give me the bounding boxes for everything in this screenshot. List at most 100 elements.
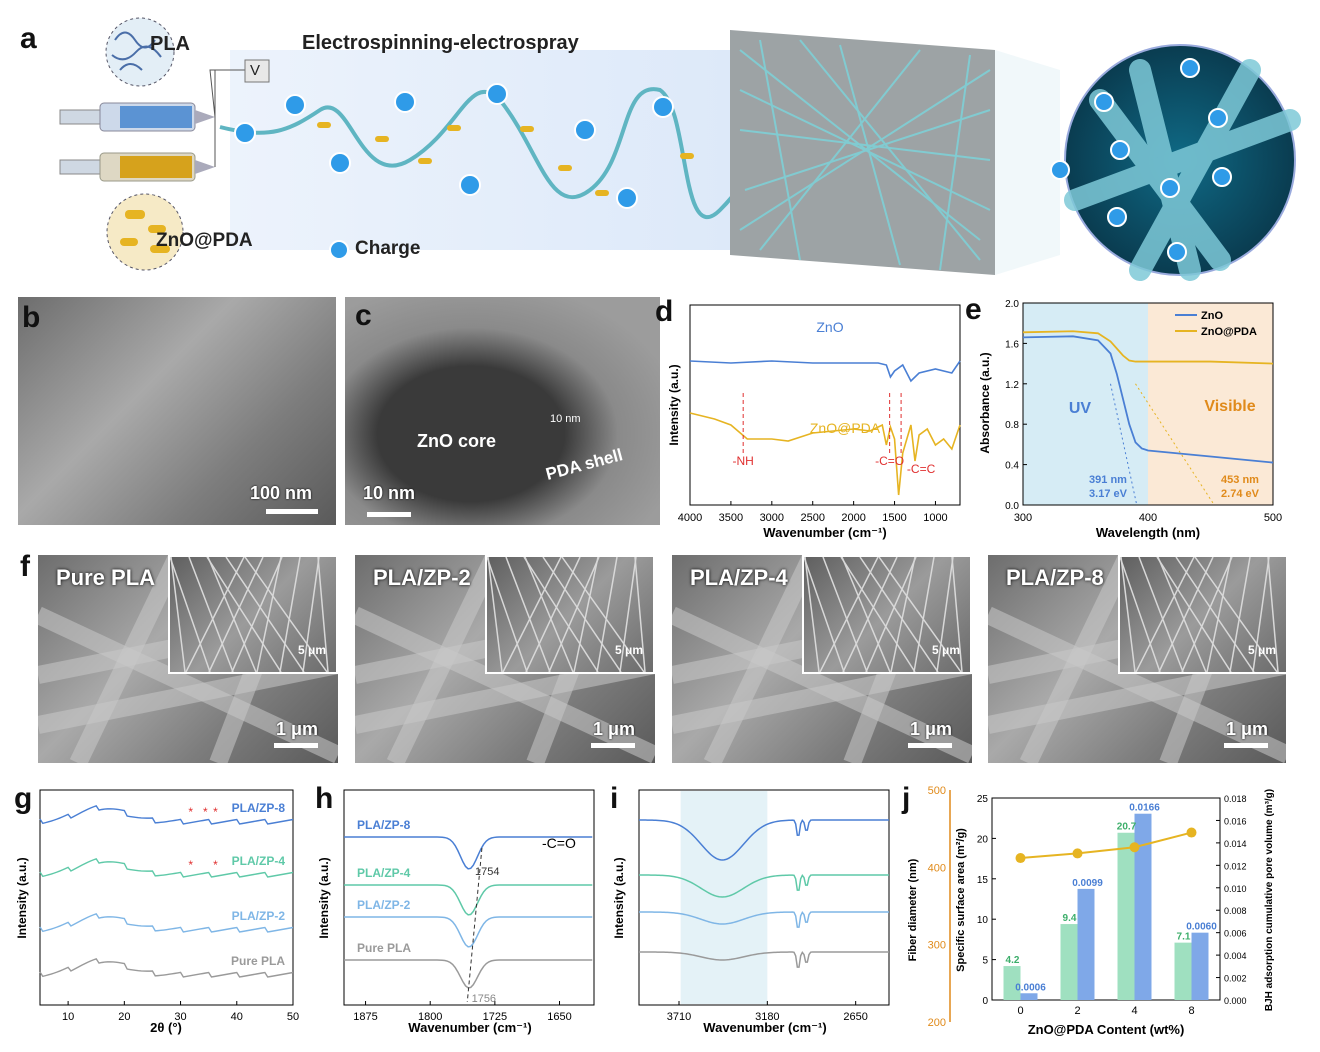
inset-fiber bbox=[1267, 557, 1279, 672]
y-tick-label: 1.6 bbox=[1005, 339, 1019, 350]
x-tick-label: 20 bbox=[118, 1011, 130, 1023]
pla-label: PLA bbox=[150, 33, 190, 55]
inset-fiber bbox=[1120, 557, 1161, 672]
inset-fiber bbox=[819, 557, 879, 672]
panel-letter-f: f bbox=[20, 550, 30, 583]
inset-fiber bbox=[279, 557, 301, 672]
fiber bbox=[355, 656, 655, 734]
inset-fiber bbox=[524, 557, 574, 672]
y-axis-label: Intensity (a.u.) bbox=[612, 857, 626, 938]
outer-tick-label: 500 bbox=[928, 785, 946, 797]
inset-fiber bbox=[634, 557, 646, 672]
inset-fiber bbox=[822, 557, 868, 672]
charge-label: Charge bbox=[355, 238, 421, 259]
series-label: PLA/ZP-4 bbox=[357, 866, 411, 880]
x-tick-label: 1875 bbox=[353, 1011, 377, 1023]
sem-image-f-4: PLA/ZP-8 5 μm 1 μm bbox=[988, 555, 1286, 763]
x-axis-label: Wavelength (nm) bbox=[1096, 525, 1200, 540]
scale-bar-b bbox=[266, 509, 318, 514]
inset-fiber bbox=[1252, 557, 1270, 672]
panel-letter-d: d bbox=[655, 295, 674, 328]
series-line bbox=[39, 913, 294, 933]
series-line bbox=[344, 836, 593, 870]
inset-fiber bbox=[1181, 557, 1233, 672]
inset-fiber bbox=[256, 557, 282, 672]
series-line-ZnO@PDA bbox=[689, 412, 961, 496]
bar-pore-volume bbox=[1077, 888, 1095, 1000]
x-tick-label: 1800 bbox=[418, 1011, 442, 1023]
data-label: 0.0006 bbox=[1015, 982, 1046, 993]
panel-letter-j: j bbox=[902, 782, 911, 815]
panel-letter-a: a bbox=[20, 22, 37, 55]
fiber-diameter-point bbox=[1129, 842, 1140, 853]
region-label: UV bbox=[1069, 400, 1092, 417]
panel-letter-c: c bbox=[355, 299, 372, 332]
y2-tick-label: 0.016 bbox=[1224, 816, 1247, 826]
inset-fiber bbox=[1157, 557, 1207, 672]
annotation-label: -C=C bbox=[907, 462, 936, 476]
series-label: Pure PLA bbox=[231, 954, 285, 968]
legend-label: ZnO bbox=[1201, 310, 1223, 322]
inset-fiber bbox=[206, 557, 282, 672]
inset-fiber bbox=[878, 557, 962, 672]
inset-fiber bbox=[523, 557, 599, 672]
sample-label: PLA/ZP-4 bbox=[690, 565, 788, 590]
series-line-ZnO bbox=[1022, 335, 1274, 464]
data-label: 9.4 bbox=[1063, 913, 1077, 924]
right-axis-label: BJH adsorption cumulative pore volume (m… bbox=[1264, 789, 1275, 1011]
plot-frame bbox=[689, 304, 961, 506]
inset-fiber bbox=[231, 557, 283, 672]
inset-fiber bbox=[865, 557, 917, 672]
chart-i: 3710 3180 2650 Wavenumber (cm⁻¹) Intensity (… bbox=[612, 789, 890, 1035]
inset-fiber bbox=[1156, 557, 1232, 672]
inset-fiber bbox=[188, 557, 234, 672]
chart-g: 10 20 30 40 50 PLA/ZP-8 PLA/ZP-4 PLA/ZP-2 Pure P… bbox=[15, 789, 299, 1035]
x-tick-label: 1000 bbox=[923, 512, 947, 524]
sample-label: PLA/ZP-8 bbox=[1006, 565, 1104, 590]
inset-fiber bbox=[1175, 557, 1255, 672]
legend-label: ZnO@PDA bbox=[1201, 326, 1257, 338]
inset-fibers bbox=[487, 557, 646, 672]
inset-fiber bbox=[185, 557, 245, 672]
x-tick-label: 40 bbox=[231, 1011, 243, 1023]
inset-fiber bbox=[804, 557, 820, 672]
process-title: Electrospinning-electrospray bbox=[302, 32, 579, 54]
y-tick-label: 25 bbox=[977, 794, 989, 805]
scale-text-b: 100 nm bbox=[250, 483, 313, 503]
shift-line bbox=[466, 847, 483, 1003]
sem-image-f-1: Pure PLA 5 μm 1 μm bbox=[38, 555, 338, 763]
inset-image: 5 μm bbox=[485, 555, 655, 674]
x-tick-label: 3000 bbox=[760, 512, 784, 524]
y-tick-label: 10 bbox=[977, 915, 989, 926]
x-axis-label: Wavenumber (cm⁻¹) bbox=[763, 525, 886, 540]
y-tick-label: 5 bbox=[982, 956, 988, 967]
inset-fibers bbox=[170, 557, 329, 672]
y-tick-label: 2.0 bbox=[1005, 299, 1019, 310]
fiber bbox=[988, 656, 1286, 734]
outer-tick-label: 400 bbox=[928, 862, 946, 874]
y-axis-label: Absorbance (a.u.) bbox=[978, 352, 992, 453]
scale-bar bbox=[1224, 743, 1268, 748]
series-line bbox=[39, 805, 294, 825]
inset-fiber bbox=[502, 557, 562, 672]
inset-fiber bbox=[596, 557, 618, 672]
x-tick-label: 400 bbox=[1139, 512, 1157, 524]
x-tick-label: 2650 bbox=[843, 1011, 867, 1023]
series-label: ZnO@PDA bbox=[810, 420, 881, 436]
x-tick-label: 1500 bbox=[882, 512, 906, 524]
y-tick-label: 1.2 bbox=[1005, 380, 1019, 391]
inset-fiber bbox=[951, 557, 963, 672]
inset-fiber bbox=[1206, 557, 1232, 672]
inset-fiber bbox=[1135, 557, 1195, 672]
series-label: PLA/ZP-2 bbox=[357, 898, 411, 912]
series-line bbox=[39, 958, 294, 978]
peak-marker: * bbox=[188, 858, 193, 872]
chart-e: 300 400 500 0.0 0.4 0.8 1.2 1.6 2.0 ZnO ZnO@PDA UV V… bbox=[978, 299, 1282, 540]
inset-image: 5 μm bbox=[1118, 555, 1286, 674]
scale-bar bbox=[274, 743, 318, 748]
inset-fiber bbox=[936, 557, 954, 672]
series-label: PLA/ZP-4 bbox=[232, 854, 286, 868]
voltage-label: V bbox=[250, 62, 261, 79]
plot-frame bbox=[1022, 302, 1274, 506]
y-tick-label: 0.8 bbox=[1005, 420, 1019, 431]
